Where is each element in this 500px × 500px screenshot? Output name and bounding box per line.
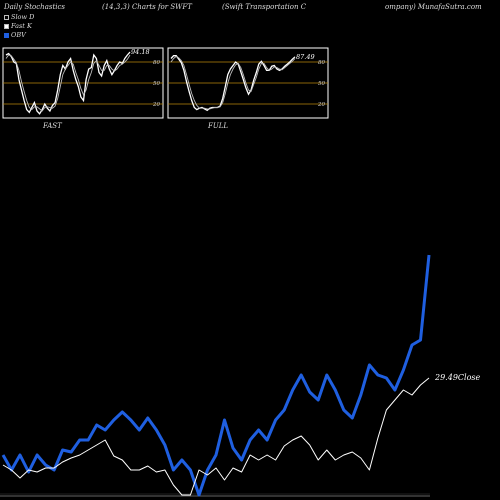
full-tick-label-20: 20	[317, 102, 325, 108]
legend-label-slow-d: Slow D	[11, 13, 35, 21]
legend-label-fast-k: Fast K	[11, 22, 32, 30]
chart-header-company-a: (Swift Transportation C	[222, 3, 307, 11]
chart-header-title: Daily Stochastics	[4, 3, 66, 11]
obv-line	[1, 254, 431, 497]
close-end-suffix: Close	[458, 373, 481, 382]
chart-header-params: (14,3,3) Charts for SWFT	[102, 3, 192, 11]
fast-tick-label-50: 50	[153, 81, 160, 87]
fast-series-k-line	[5, 51, 131, 115]
fast-series-d-line	[5, 54, 131, 112]
full-end-label: 87.49	[296, 53, 315, 61]
legend-item-fast-k: Fast K	[4, 22, 32, 30]
fast-tick-label-20: 20	[152, 102, 160, 108]
close-end-label: 29.49Close	[434, 373, 481, 382]
legend-item-obv: OBV	[4, 31, 26, 39]
fast-title: FAST	[42, 122, 63, 130]
legend-swatch-fast-k	[4, 23, 9, 29]
chart-header-company-b: ompany) MunafaSutra.com	[385, 3, 482, 11]
legend-swatch-slow-d	[4, 14, 9, 20]
full-title: FULL	[207, 122, 228, 130]
legend-label-obv: OBV	[11, 31, 26, 39]
full-series-d-line	[170, 55, 296, 110]
full-series-k-line	[170, 55, 296, 112]
main-price-obv-chart: 29.49Close	[0, 254, 481, 497]
fast-end-label: 94.18	[131, 48, 150, 56]
full-tick-label-50: 50	[318, 81, 325, 87]
fast-tick-label-80: 80	[153, 60, 160, 66]
close-end-value: 29.49	[434, 373, 458, 382]
close-price-line	[2, 377, 430, 496]
legend-swatch-obv	[4, 32, 9, 38]
legend-item-slow-d: Slow D	[4, 13, 34, 21]
full-tick-label-80: 80	[318, 60, 325, 66]
